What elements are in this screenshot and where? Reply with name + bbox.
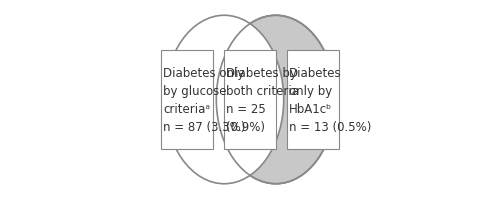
FancyBboxPatch shape: [161, 51, 214, 149]
Ellipse shape: [216, 16, 335, 184]
Text: Diabetes
only by
HbA1cᵇ
n = 13 (0.5%): Diabetes only by HbA1cᵇ n = 13 (0.5%): [289, 67, 372, 133]
Text: Diabetes by
both criteria
n = 25
(0.9%): Diabetes by both criteria n = 25 (0.9%): [226, 67, 299, 133]
FancyBboxPatch shape: [286, 51, 339, 149]
Text: Diabetes only
by glucose
criteriaᵃ
n = 87 (3.3%): Diabetes only by glucose criteriaᵃ n = 8…: [163, 67, 246, 133]
Ellipse shape: [165, 16, 284, 184]
FancyBboxPatch shape: [224, 51, 276, 149]
